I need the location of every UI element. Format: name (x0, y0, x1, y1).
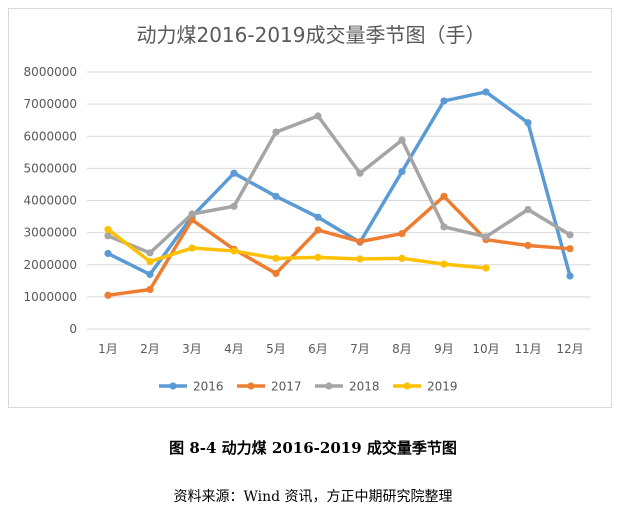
data-point (440, 260, 448, 268)
data-point (524, 119, 532, 127)
data-point (230, 169, 238, 177)
data-point (356, 238, 364, 246)
data-point (314, 226, 322, 234)
data-point (272, 192, 280, 200)
x-tick-label: 9月 (434, 342, 454, 356)
data-point (482, 88, 490, 96)
legend-marker (247, 382, 255, 390)
y-tick-label: 1000000 (24, 290, 77, 304)
gridlines (87, 71, 591, 330)
data-point (104, 291, 112, 299)
x-tick-label: 5月 (266, 342, 286, 356)
series-line (107, 90, 572, 277)
legend-label: 2018 (349, 380, 380, 394)
legend-item: 2016 (159, 380, 224, 394)
x-tick-label: 8月 (392, 342, 412, 356)
source-note: 资料来源：Wind 资讯，方正中期研究院整理 (173, 489, 453, 505)
data-point (272, 269, 280, 278)
y-axis-ticks: 0 1000000 2000000 3000000 4000000 5000000 6000… (24, 65, 77, 336)
data-point (566, 245, 574, 253)
data-point (272, 128, 280, 136)
data-point (230, 247, 238, 255)
y-tick-label: 5000000 (24, 161, 77, 175)
data-point (314, 213, 322, 221)
series-2018 (104, 112, 574, 257)
data-point (566, 231, 574, 239)
legend-marker (169, 382, 177, 390)
data-point (146, 249, 154, 257)
data-point (566, 272, 574, 280)
y-tick-label: 4000000 (24, 194, 77, 208)
data-point (146, 285, 154, 294)
x-tick-label: 7月 (350, 342, 370, 356)
legend-item: 2019 (393, 380, 458, 394)
data-point (230, 202, 238, 210)
figure-caption: 图 8-4 动力煤 2016-2019 成交量季节图 (169, 439, 457, 457)
x-tick-label: 11月 (514, 342, 541, 356)
x-tick-label: 1月 (98, 342, 118, 356)
data-point (146, 257, 154, 266)
data-point (272, 254, 280, 262)
x-tick-label: 10月 (472, 342, 499, 356)
x-tick-label: 12月 (556, 342, 583, 356)
legend-label: 2017 (271, 380, 302, 394)
series-line (107, 114, 571, 255)
data-point (104, 249, 112, 258)
legend-marker (325, 382, 333, 390)
data-point (440, 223, 448, 231)
legend-marker (403, 382, 411, 390)
x-tick-label: 3月 (182, 342, 202, 356)
chart-area: 动力煤2016-2019成交量季节图（手） 0 1000000 2000000 300… (8, 8, 612, 408)
data-point (482, 233, 490, 241)
legend-label: 2019 (427, 380, 458, 394)
data-point (356, 255, 364, 263)
y-tick-label: 7000000 (24, 97, 77, 111)
legend: 2016 2017 2018 2019 (159, 380, 458, 394)
legend-label: 2016 (193, 380, 224, 394)
series-line (106, 228, 487, 270)
y-tick-label: 6000000 (24, 129, 77, 143)
y-tick-label: 8000000 (24, 65, 77, 79)
line-chart: 动力煤2016-2019成交量季节图（手） 0 1000000 2000000 300… (24, 23, 591, 394)
y-tick-label: 0 (69, 322, 77, 336)
series-lines (104, 88, 574, 299)
data-point (482, 264, 490, 272)
data-point (524, 241, 532, 250)
y-tick-label: 3000000 (24, 226, 77, 240)
data-point (314, 112, 322, 120)
data-point (398, 254, 406, 262)
data-point (104, 232, 112, 240)
chart-title: 动力煤2016-2019成交量季节图（手） (136, 23, 485, 47)
data-point (146, 270, 154, 278)
data-point (398, 136, 406, 144)
data-point (188, 210, 196, 218)
data-point (356, 169, 364, 177)
x-tick-label: 4月 (224, 342, 244, 356)
series-line (107, 194, 571, 298)
data-point (398, 229, 406, 238)
legend-item: 2018 (315, 380, 380, 394)
legend-item: 2017 (237, 380, 302, 394)
series-2017 (104, 192, 574, 299)
data-point (524, 205, 532, 214)
data-point (188, 244, 196, 252)
x-axis-ticks: 1月 2月 3月 4月 5月 6月 7月 8月 9月 10月 11月 12月 (98, 342, 583, 356)
x-tick-label: 6月 (308, 342, 328, 356)
data-point (104, 225, 112, 234)
data-point (440, 97, 448, 105)
data-point (440, 192, 448, 200)
data-point (398, 167, 406, 176)
x-tick-label: 2月 (140, 342, 160, 356)
y-tick-label: 2000000 (24, 258, 77, 272)
data-point (314, 253, 322, 261)
series-2019 (104, 225, 490, 272)
